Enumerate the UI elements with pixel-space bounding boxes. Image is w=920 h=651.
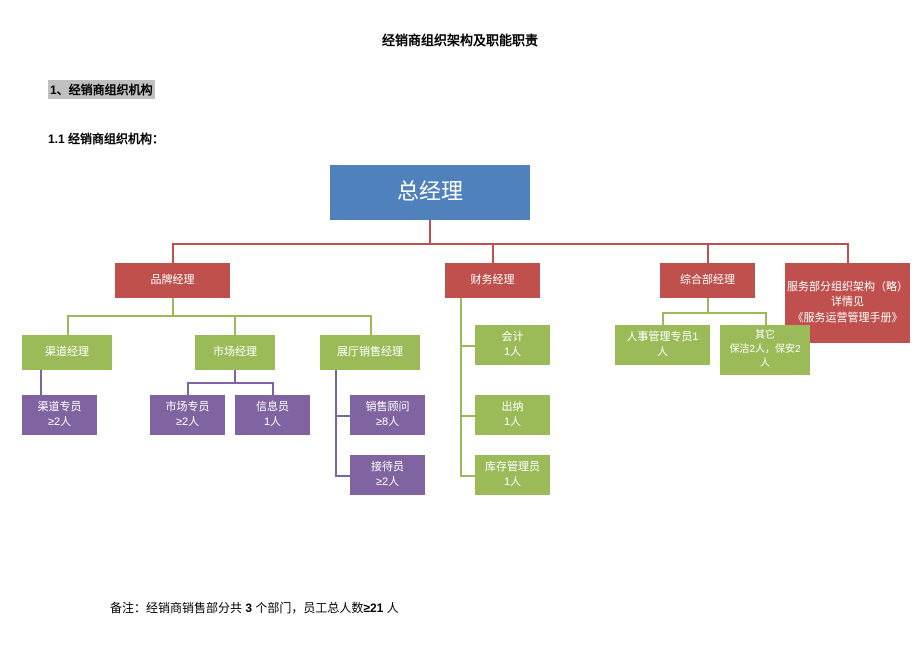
subsection-label: 1.1 经销商组织机构：: [48, 130, 164, 147]
node-info: 信息员 1人: [235, 395, 310, 435]
footer-bold2: ≥21: [363, 601, 383, 615]
connector: [172, 243, 848, 245]
footer-note: 备注：经销商销售部分共 3 个部门，员工总人数≥21 人: [110, 599, 399, 616]
connector: [187, 382, 189, 395]
node-reception: 接待员 ≥2人: [350, 455, 425, 495]
node-cashier: 出纳 1人: [475, 395, 550, 435]
connector: [460, 345, 475, 347]
node-general-mgr: 综合部经理: [660, 263, 755, 298]
connector: [492, 243, 494, 263]
connector: [370, 315, 372, 335]
connector: [662, 312, 765, 314]
connector: [460, 415, 475, 417]
node-inventory: 库存管理员 1人: [475, 455, 550, 495]
connector: [460, 298, 462, 475]
node-hr: 人事管理专员1 人: [615, 325, 710, 365]
connector: [67, 315, 69, 335]
node-finance-mgr: 财务经理: [445, 263, 540, 298]
connector: [172, 298, 174, 316]
connector: [67, 315, 370, 317]
connector: [40, 370, 42, 395]
node-channel-mgr: 渠道经理: [22, 335, 112, 370]
connector: [335, 370, 337, 475]
connector: [272, 382, 274, 395]
connector: [335, 475, 350, 477]
node-accounting: 会计 1人: [475, 325, 550, 365]
org-chart: 总经理 品牌经理 财务经理 综合部经理 服务部分组织架构（略） 详情见 《服务运…: [0, 155, 920, 535]
connector: [460, 475, 475, 477]
connector: [847, 243, 849, 263]
node-market-spec: 市场专员 ≥2人: [150, 395, 225, 435]
connector: [234, 315, 236, 335]
node-showroom-mgr: 展厅销售经理: [320, 335, 420, 370]
connector: [707, 298, 709, 313]
connector: [187, 382, 272, 384]
node-channel-spec: 渠道专员 ≥2人: [22, 395, 97, 435]
node-ceo: 总经理: [330, 165, 530, 220]
connector: [172, 243, 174, 263]
connector: [765, 312, 767, 325]
connector: [707, 243, 709, 263]
section-header: 1、经销商组织机构: [48, 80, 155, 99]
node-sales-consultant: 销售顾问 ≥8人: [350, 395, 425, 435]
footer-mid: 个部门，员工总人数: [252, 601, 363, 615]
connector: [335, 415, 350, 417]
footer-prefix: 备注：经销商销售部分共: [110, 601, 245, 615]
connector: [429, 220, 431, 245]
node-brand-mgr: 品牌经理: [115, 263, 230, 298]
node-other: 其它 保洁2人，保安2 人: [720, 325, 810, 375]
connector: [662, 312, 664, 325]
document-title: 经销商组织架构及职能职责: [0, 0, 920, 49]
connector: [234, 370, 236, 382]
footer-suffix: 人: [383, 601, 398, 615]
node-market-mgr: 市场经理: [195, 335, 275, 370]
